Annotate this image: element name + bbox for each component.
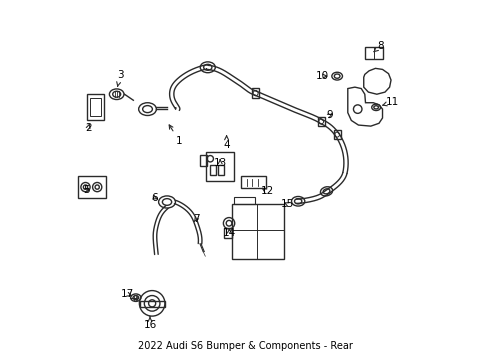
Bar <box>210 165 216 175</box>
Bar <box>78 176 106 198</box>
Text: 10: 10 <box>316 71 329 81</box>
Bar <box>242 176 266 188</box>
Text: 2022 Audi S6 Bumper & Components - Rear: 2022 Audi S6 Bumper & Components - Rear <box>138 341 352 351</box>
Text: 12: 12 <box>260 186 273 196</box>
Bar <box>334 130 341 139</box>
Text: 7: 7 <box>193 214 199 224</box>
Bar <box>199 155 207 166</box>
Bar <box>140 301 165 307</box>
Bar <box>318 117 325 126</box>
Text: 2: 2 <box>85 122 92 132</box>
Text: 3: 3 <box>117 71 123 86</box>
Text: 15: 15 <box>281 199 294 209</box>
Bar <box>252 88 260 98</box>
Text: 14: 14 <box>223 228 236 238</box>
Text: 1: 1 <box>169 125 183 146</box>
Bar <box>224 228 232 238</box>
Bar <box>232 204 284 259</box>
Text: 4: 4 <box>223 136 230 149</box>
Bar <box>365 47 383 59</box>
Text: 17: 17 <box>121 289 134 299</box>
Text: 11: 11 <box>383 97 399 107</box>
Text: 8: 8 <box>374 41 384 52</box>
Bar <box>90 98 101 116</box>
Text: 9: 9 <box>326 111 333 121</box>
Bar <box>206 152 234 181</box>
Bar <box>234 197 255 204</box>
Bar <box>87 94 104 121</box>
Bar <box>218 165 224 175</box>
Text: 5: 5 <box>83 185 90 195</box>
Text: 13: 13 <box>214 158 227 168</box>
Text: 6: 6 <box>151 193 158 203</box>
Text: 16: 16 <box>144 317 157 330</box>
